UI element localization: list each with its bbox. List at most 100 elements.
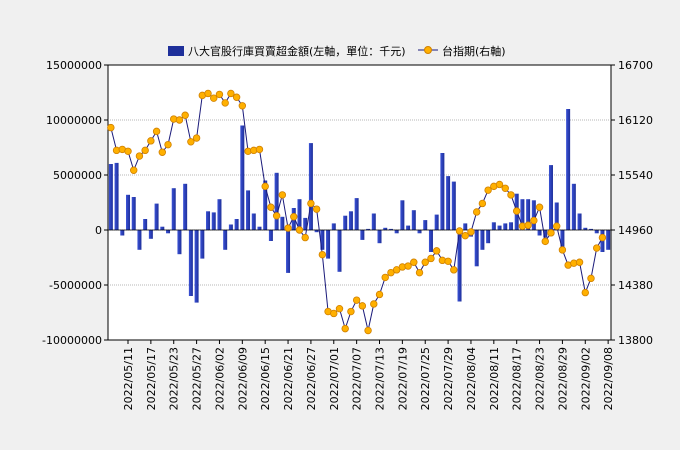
bar [497, 225, 502, 230]
line-point [290, 213, 298, 221]
line-point [444, 257, 452, 265]
bar [531, 200, 536, 230]
bar [366, 228, 371, 230]
x-tick-label: 2022/08/23 [534, 347, 547, 410]
bar [211, 212, 216, 230]
line-point [352, 296, 361, 304]
x-tick-label: 2022/07/19 [396, 347, 409, 410]
bar [417, 230, 422, 234]
line-point [484, 186, 492, 194]
bar [543, 230, 548, 238]
bar [360, 230, 365, 240]
bar [228, 224, 233, 230]
x-tick-label: 2022/05/17 [145, 347, 158, 410]
x-tick-label: 2022/09/02 [579, 347, 592, 410]
legend-bar-swatch [168, 46, 184, 56]
line-point [130, 166, 138, 174]
line-point [295, 226, 304, 234]
x-tick-label: 2022/09/08 [602, 347, 615, 410]
line-point [284, 224, 292, 232]
bar [394, 230, 399, 234]
bar [343, 215, 348, 230]
left-tick-label: 15000000 [46, 59, 102, 72]
legend-bar-label: 八大官股行庫買賣超金額(左軸，單位：千元) [188, 44, 406, 58]
line-point [375, 290, 384, 299]
line-point [210, 94, 218, 102]
line-point [415, 268, 424, 277]
legend-line-marker [424, 46, 432, 54]
x-tick-label: 2022/06/02 [213, 347, 226, 410]
bar [148, 230, 153, 239]
line-point [181, 111, 189, 119]
line-point [541, 237, 549, 246]
bar [166, 230, 171, 234]
bar [428, 230, 433, 252]
bar [131, 197, 136, 230]
right-tick-label: 16120 [618, 114, 653, 127]
line-point [318, 250, 327, 259]
line-point [598, 233, 607, 242]
line-point [450, 266, 458, 274]
bar [308, 143, 313, 230]
bar [108, 164, 113, 230]
bar [200, 230, 205, 259]
bar [177, 230, 182, 255]
bar [171, 188, 176, 230]
bar [354, 198, 359, 230]
bar [320, 230, 325, 250]
x-tick-label: 2022/06/15 [259, 347, 272, 410]
bar [251, 213, 256, 230]
line-point [147, 137, 155, 145]
bar [137, 230, 142, 250]
bar [280, 216, 285, 230]
line-point [575, 258, 584, 266]
line-point [501, 184, 509, 192]
x-tick-label: 2022/07/01 [328, 347, 341, 410]
bar [400, 200, 405, 230]
line-point [495, 180, 504, 189]
x-tick-label: 2022/07/25 [419, 347, 432, 410]
bar [120, 230, 125, 236]
line-point [158, 148, 166, 156]
line-point [421, 258, 429, 266]
bar [480, 230, 485, 250]
bar [503, 223, 508, 230]
bar [223, 230, 228, 250]
bar [526, 199, 531, 230]
line-point [535, 203, 544, 211]
bar [126, 194, 131, 230]
line-point [267, 203, 275, 211]
line-point [530, 216, 538, 225]
line-point [107, 123, 115, 132]
bar [326, 230, 331, 259]
right-tick-label: 15540 [618, 169, 653, 182]
line-point [461, 231, 469, 240]
bar [257, 226, 262, 230]
x-tick-label: 2022/07/13 [374, 347, 387, 410]
bar [160, 226, 165, 230]
line-point [381, 273, 389, 282]
bar [194, 230, 199, 303]
bar [451, 181, 456, 230]
left-axis: -10000000 -5000000 0 5000000 10000000 1500000… [42, 59, 108, 347]
line-point [330, 309, 338, 318]
line-point [301, 233, 309, 242]
bar [560, 230, 565, 249]
line-point [232, 93, 241, 101]
x-tick-label: 2022/08/17 [511, 347, 524, 410]
line-point [307, 199, 315, 208]
line-point [341, 324, 349, 333]
line-point [255, 145, 264, 154]
line-point [553, 222, 561, 230]
x-tick-label: 2022/06/27 [305, 347, 318, 410]
line-point [238, 102, 247, 110]
line-point [455, 227, 464, 235]
left-tick-label: 10000000 [46, 114, 102, 127]
bar-series [108, 109, 611, 303]
bar [423, 220, 428, 230]
x-tick-label: 2022/06/21 [282, 347, 295, 410]
line-point [347, 307, 355, 316]
bar [337, 230, 342, 272]
line-point [472, 208, 481, 216]
